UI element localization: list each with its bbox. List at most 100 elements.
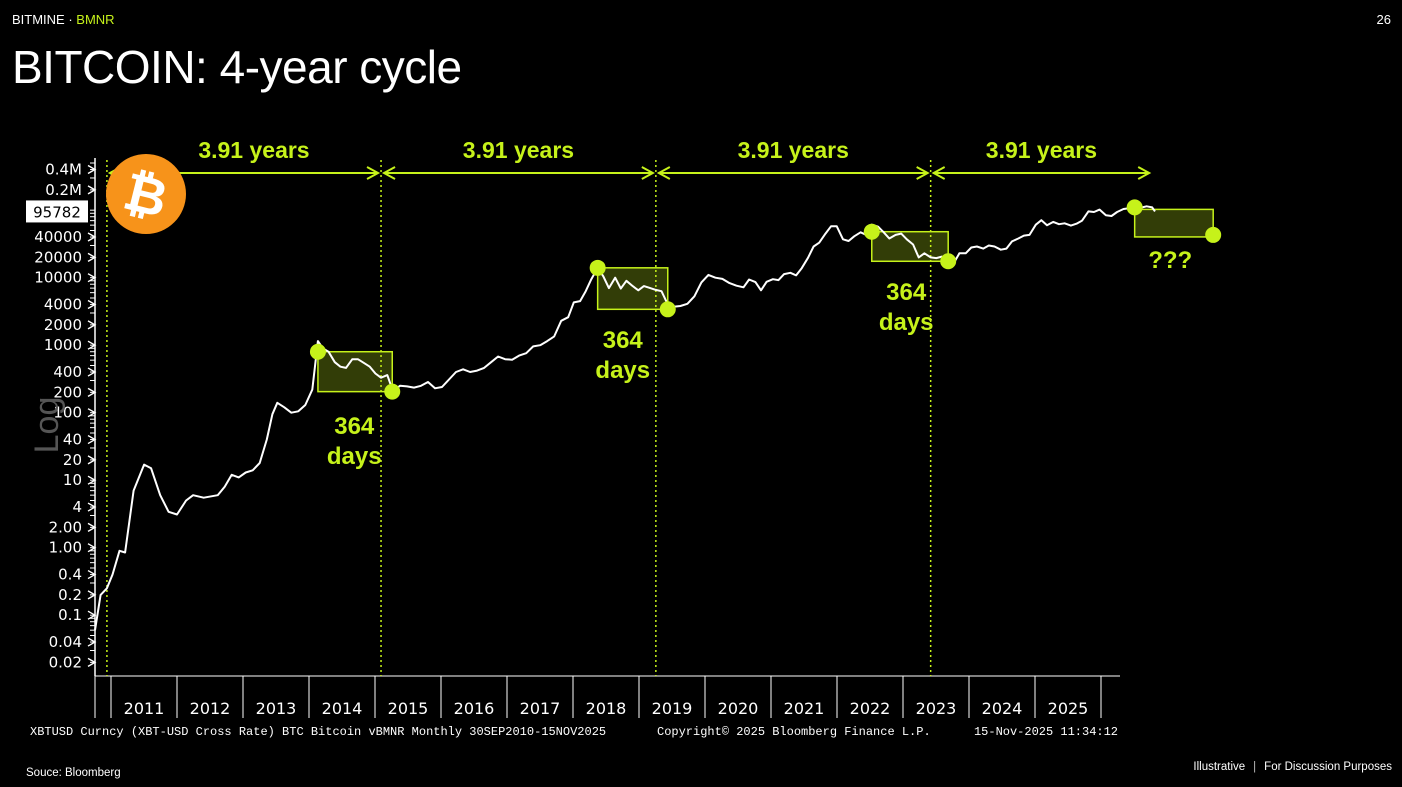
- page-number: 26: [1376, 12, 1391, 27]
- y-major-tick: [87, 434, 97, 445]
- x-tick-label: 2011: [124, 699, 165, 718]
- last-price-box: [26, 200, 88, 223]
- cycle-bottom-dot: [1205, 226, 1222, 243]
- bear-market-box: [596, 267, 669, 311]
- page-title: BITCOIN: 4-year cycle: [12, 41, 462, 93]
- bear-box-label-line1: 364: [334, 413, 375, 440]
- logo-layer: ₿: [106, 154, 186, 234]
- last-price-label: 95782: [33, 203, 81, 221]
- cycle-bottom-dot: [659, 301, 676, 318]
- source-note: Souce: Bloomberg: [26, 767, 121, 779]
- x-tick-label: 2021: [784, 699, 825, 718]
- y-axis-title: Log: [28, 397, 66, 454]
- brand-header: BITMINE · BMNR: [12, 12, 115, 27]
- y-tick-label: 100: [53, 404, 82, 422]
- x-tick-label: 2016: [454, 699, 495, 718]
- y-major-tick: [87, 273, 97, 283]
- illustrative-label: Illustrative: [1193, 761, 1246, 773]
- y-major-tick: [87, 252, 97, 262]
- footer-separator: |: [1253, 761, 1257, 773]
- cycle-arrow-head-right: [641, 166, 655, 180]
- y-tick-label: 0.02: [49, 653, 82, 671]
- y-major-tick: [87, 320, 97, 330]
- x-tick-label: 2018: [586, 699, 627, 718]
- cycle-arrow-head-right: [366, 166, 381, 180]
- disclaimer-label: For Discussion Purposes: [1264, 761, 1392, 773]
- bear-box-label-line2: days: [595, 357, 650, 384]
- x-tick-label: 2019: [652, 699, 693, 718]
- bear-market-box: [871, 230, 949, 263]
- btc-price-line: [94, 205, 1156, 631]
- y-major-tick: [87, 299, 97, 310]
- y-major-tick: [87, 590, 97, 600]
- price-line-layer: [94, 205, 1156, 631]
- x-tick-label: 2020: [718, 699, 759, 718]
- y-tick-label: 0.4M: [45, 161, 82, 179]
- x-tick-label: 2024: [982, 699, 1023, 718]
- x-tick-label: 2025: [1048, 699, 1089, 718]
- chart-footer-right: 15-Nov-2025 11:34:12: [974, 725, 1118, 739]
- y-major-tick: [87, 367, 97, 377]
- x-tick-label: 2023: [916, 699, 957, 718]
- y-major-tick: [87, 455, 97, 465]
- bear-box-label-line1: ???: [1148, 247, 1192, 274]
- y-tick-label: 0.4: [58, 566, 82, 584]
- bear-box-label-line2: days: [879, 309, 934, 336]
- y-major-tick: [87, 232, 97, 242]
- y-tick-label: 400: [53, 363, 82, 381]
- y-tick-label: 10000: [34, 269, 82, 287]
- y-tick-label: 2.00: [49, 518, 82, 536]
- y-major-tick: [87, 522, 97, 532]
- y-major-tick: [87, 569, 97, 580]
- y-tick-label: 20000: [34, 248, 82, 266]
- y-major-tick: [87, 164, 97, 175]
- cycle-top-dot: [1126, 199, 1143, 216]
- cycle-top-dot: [309, 343, 326, 360]
- y-tick-label: 1.00: [49, 539, 82, 557]
- y-tick-label: 4000: [44, 296, 82, 314]
- y-tick-label: 1000: [44, 336, 82, 354]
- cycle-bottom-dot: [384, 383, 401, 400]
- y-tick-label: 2000: [44, 316, 82, 334]
- y-tick-label: 4: [72, 498, 82, 516]
- y-major-tick: [87, 657, 97, 667]
- y-tick-label: 0.1: [58, 606, 82, 624]
- cycle-dot-layer: [309, 199, 1222, 400]
- x-tick-label: 2013: [256, 699, 297, 718]
- cycle-duration-label: 3.91 years: [198, 137, 309, 163]
- y-major-tick: [87, 185, 97, 195]
- y-major-tick: [87, 387, 97, 397]
- y-major-tick: [87, 543, 97, 553]
- y-major-tick: [87, 637, 97, 647]
- cycle-arrow-head-right: [1137, 166, 1152, 180]
- bear-market-box: [317, 350, 393, 393]
- y-tick-label: 0.2: [58, 586, 82, 604]
- brand-separator: ·: [64, 12, 77, 27]
- cycle-duration-label: 3.91 years: [738, 137, 849, 163]
- x-tick-label: 2014: [322, 699, 363, 718]
- bear-box-label-line1: 364: [603, 327, 644, 354]
- cycle-arrow-head-left: [656, 166, 671, 180]
- y-major-tick: [87, 475, 97, 485]
- x-tick-label: 2017: [520, 699, 561, 718]
- y-tick-label: 10: [63, 471, 82, 489]
- y-tick-label: 0.2M: [45, 181, 82, 199]
- y-tick-label: 200: [53, 383, 82, 401]
- y-major-tick: [87, 340, 97, 350]
- y-major-tick: [87, 502, 97, 512]
- cycle-top-dot: [589, 259, 606, 276]
- cycle-arrow-head-left: [931, 166, 946, 180]
- cycle-duration-label: 3.91 years: [463, 137, 574, 163]
- bitcoin-logo-icon: [106, 154, 186, 234]
- bear-box-label-line2: days: [327, 443, 382, 470]
- y-tick-label: 20: [63, 451, 82, 469]
- footer-right: Illustrative | For Discussion Purposes: [1193, 761, 1392, 773]
- axis-layer: 0.4M 0.2M 40000 20000 10000 4000 2000 1000 400 20…: [26, 158, 1120, 718]
- bear-market-box: [1133, 208, 1214, 238]
- y-tick-label: 40: [63, 431, 82, 449]
- brand-ticker: BMNR: [76, 12, 115, 27]
- y-major-tick: [87, 408, 97, 418]
- y-tick-label: 0.04: [49, 633, 82, 651]
- x-tick-label: 2012: [190, 699, 231, 718]
